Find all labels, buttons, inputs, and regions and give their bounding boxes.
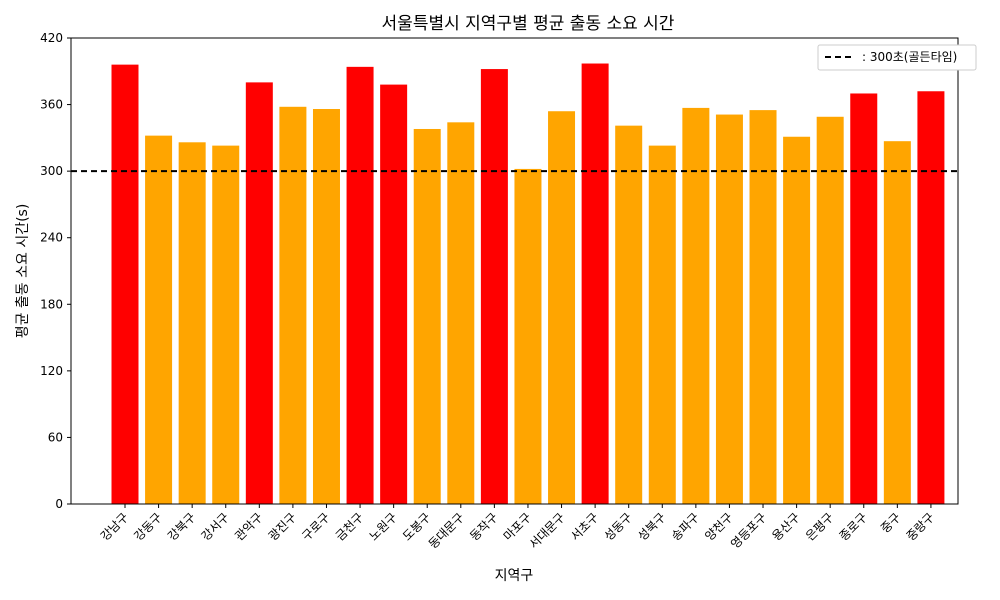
bar bbox=[615, 125, 643, 505]
y-axis-title: 평균 출동 소요 시간(s) bbox=[15, 204, 31, 339]
x-tick-label: 강동구 bbox=[131, 510, 164, 543]
bar bbox=[145, 135, 173, 504]
bar bbox=[346, 66, 374, 504]
y-tick-label: 60 bbox=[48, 430, 63, 444]
bar bbox=[883, 141, 911, 504]
y-tick-label: 420 bbox=[40, 31, 63, 45]
legend: : 300초(골든타임) bbox=[817, 44, 977, 71]
bar bbox=[816, 116, 844, 505]
bar bbox=[749, 110, 777, 504]
x-tick-label: 성동구 bbox=[601, 510, 634, 543]
x-tick-label: 서초구 bbox=[568, 510, 601, 543]
bar bbox=[212, 145, 240, 504]
x-tick-label: 금천구 bbox=[332, 510, 366, 544]
x-tick-label: 영등포구 bbox=[728, 510, 769, 551]
x-tick-label: 관악구 bbox=[232, 510, 265, 543]
x-tick-label: 동작구 bbox=[467, 510, 500, 543]
legend-box bbox=[817, 44, 977, 71]
x-tick-label: 송파구 bbox=[669, 510, 702, 543]
y-tick-label: 180 bbox=[40, 297, 63, 311]
bar bbox=[917, 91, 945, 504]
bar bbox=[682, 107, 710, 505]
x-tick-label: 용산구 bbox=[769, 510, 802, 543]
bar bbox=[245, 82, 273, 504]
x-tick-label: 강남구 bbox=[98, 510, 131, 543]
y-tick-label: 360 bbox=[40, 98, 63, 112]
x-tick-label: 동대문구 bbox=[426, 510, 467, 551]
y-tick-label: 120 bbox=[40, 364, 63, 378]
plot-frame bbox=[70, 37, 959, 505]
bar bbox=[447, 122, 475, 505]
bar bbox=[648, 145, 676, 504]
x-tick-label: 강서구 bbox=[199, 510, 232, 543]
bar bbox=[111, 64, 139, 504]
bar bbox=[850, 93, 878, 504]
bar bbox=[480, 69, 508, 505]
x-tick-label: 종로구 bbox=[837, 510, 870, 543]
bar bbox=[715, 114, 743, 505]
x-tick-label: 노원구 bbox=[366, 510, 399, 543]
x-tick-label: 중랑구 bbox=[904, 510, 937, 543]
bars-group bbox=[111, 63, 945, 505]
bar bbox=[514, 168, 542, 504]
bar bbox=[312, 109, 340, 504]
x-tick-label: 강북구 bbox=[165, 510, 198, 543]
x-tick-label: 성북구 bbox=[635, 510, 668, 543]
y-tick-label: 300 bbox=[40, 164, 63, 178]
x-tick-label: 중구 bbox=[878, 510, 904, 536]
x-tick-label: 은평구 bbox=[803, 510, 836, 543]
y-axis: 0 60 120 180 240 300 360 420 bbox=[40, 31, 71, 511]
y-tick-label: 0 bbox=[55, 497, 63, 511]
x-tick-label: 광진구 bbox=[266, 510, 299, 543]
bar bbox=[380, 84, 408, 504]
x-axis-title: 지역구 bbox=[495, 568, 534, 584]
bar bbox=[413, 128, 441, 504]
legend-label: : 300초(골든타임) bbox=[862, 50, 957, 64]
y-tick-label: 240 bbox=[40, 231, 63, 245]
bar bbox=[581, 63, 609, 505]
bar bbox=[178, 142, 206, 505]
chart-title: 서울특별시 지역구별 평균 출동 소요 시간 bbox=[382, 14, 675, 34]
bar bbox=[783, 136, 811, 504]
bar bbox=[548, 111, 576, 504]
x-tick-label: 서대문구 bbox=[527, 510, 568, 551]
x-tick-label: 구로구 bbox=[299, 510, 332, 543]
bar bbox=[279, 106, 307, 505]
